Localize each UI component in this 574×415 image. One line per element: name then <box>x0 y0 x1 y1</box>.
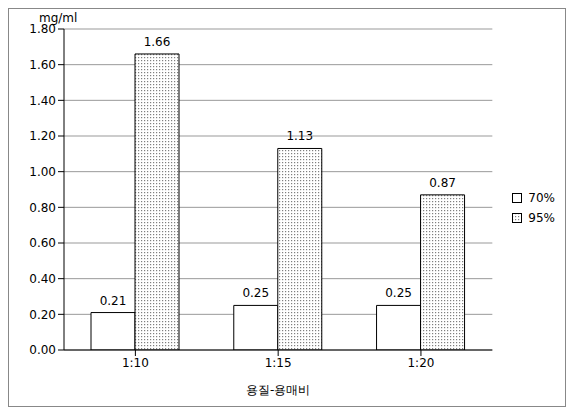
svg-text:1.00: 1.00 <box>29 165 56 179</box>
svg-text:0.00: 0.00 <box>29 343 56 357</box>
svg-text:0.60: 0.60 <box>29 236 56 250</box>
html-text:70%: 70% <box>528 190 555 205</box>
svg-text:0.40: 0.40 <box>29 272 56 286</box>
svg-text:1.60: 1.60 <box>29 58 56 72</box>
svg-text:용질-용매비: 용질-용매비 <box>246 383 310 397</box>
svg-text:0.21: 0.21 <box>100 294 127 308</box>
svg-text:1.13: 1.13 <box>286 129 313 143</box>
svg-text:1.66: 1.66 <box>144 35 171 49</box>
html-text:mg/ml: mg/ml <box>39 11 78 25</box>
svg-text:1.80: 1.80 <box>29 22 56 36</box>
svg-text:0.25: 0.25 <box>385 286 412 300</box>
html-text:95%: 95% <box>528 210 555 225</box>
svg-text:1:20: 1:20 <box>407 356 434 370</box>
svg-text:1:15: 1:15 <box>265 356 292 370</box>
svg-text:0.87: 0.87 <box>429 176 456 190</box>
svg-text:1:10: 1:10 <box>122 356 149 370</box>
svg-text:0.25: 0.25 <box>242 286 269 300</box>
svg-text:0.80: 0.80 <box>29 201 56 215</box>
svg-text:1.20: 1.20 <box>29 129 56 143</box>
svg-text:1.40: 1.40 <box>29 94 56 108</box>
svg-text:0.20: 0.20 <box>29 308 56 322</box>
